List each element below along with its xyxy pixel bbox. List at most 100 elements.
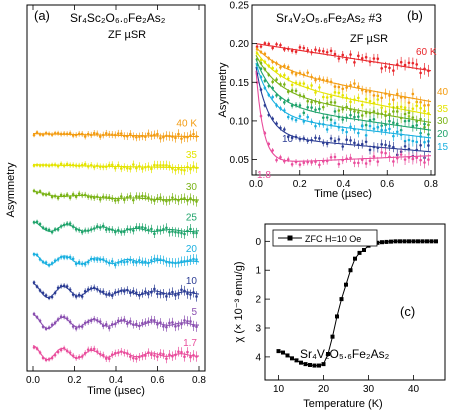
- panel-b-point: [306, 48, 310, 52]
- panel-a-point: [62, 284, 66, 287]
- panel-a-point: [123, 165, 126, 169]
- panel-a-point: [162, 258, 165, 262]
- panel-a-point: [195, 258, 198, 261]
- panel-c-point: [429, 239, 434, 244]
- panel-b-point: [259, 75, 263, 79]
- panel-b-point: [368, 111, 372, 115]
- panel-a-point: [123, 230, 126, 234]
- panel-b-point: [259, 88, 263, 91]
- panel-a-point: [38, 222, 42, 226]
- panel-b-point: [388, 155, 391, 159]
- panel-a-point: [65, 222, 69, 225]
- panel-b-point: [325, 159, 329, 163]
- panel-b-point: [294, 81, 298, 85]
- panel-a-point: [113, 133, 117, 137]
- panel-c-y-tick-label: 3: [255, 324, 261, 335]
- panel-b-series-label: 20: [437, 129, 449, 140]
- panel-a-point: [186, 199, 189, 202]
- panel-a-point: [119, 195, 123, 198]
- panel-a-point: [98, 226, 102, 229]
- panel-b-point: [419, 158, 422, 162]
- panel-b-point: [384, 114, 387, 118]
- panel-a-point: [177, 199, 180, 202]
- panel-a-point: [147, 261, 150, 265]
- panel-a-point: [74, 295, 78, 298]
- panel-c-point: [317, 363, 321, 368]
- panel-a-point: [35, 315, 39, 319]
- panel-a-point: [41, 325, 45, 329]
- panel-b-label: (b): [407, 8, 423, 23]
- panel-a-point: [189, 134, 192, 137]
- panel-a-point: [35, 285, 39, 288]
- panel-b-point: [263, 60, 267, 64]
- panel-a-point: [77, 192, 81, 195]
- panel-b-point: [314, 100, 317, 103]
- panel-a-point: [168, 198, 171, 202]
- panel-c-point: [299, 360, 303, 365]
- panel-b-point: [392, 98, 395, 101]
- panel-a-point: [116, 319, 120, 322]
- panel-a-point: [89, 195, 93, 199]
- panel-a-series: 40 K 35 30 25 20 10 5 1.7: [32, 119, 200, 364]
- panel-a-point: [177, 231, 180, 234]
- panel-b-ylabel: Asymmetry: [217, 62, 229, 118]
- panel-a-point: [123, 198, 126, 202]
- panel-b-point: [345, 58, 348, 61]
- panel-a-point: [141, 194, 144, 198]
- panel-a-point: [95, 350, 99, 353]
- panel-a-point: [32, 253, 36, 256]
- panel-b-point: [399, 153, 403, 156]
- panel-b-point: [368, 118, 372, 122]
- panel-a-point: [153, 232, 156, 236]
- panel-a-point: [180, 137, 183, 140]
- panel-b-point: [337, 109, 341, 112]
- panel-b-point: [271, 66, 274, 70]
- panel-a-point: [123, 134, 126, 138]
- panel-b-point: [341, 128, 345, 132]
- panel-b-point: [364, 97, 368, 101]
- panel-a-point: [32, 164, 36, 167]
- panel-b-point: [388, 127, 391, 131]
- panel-a-point: [86, 260, 90, 264]
- panel-b-point: [298, 163, 302, 166]
- panel-a-point: [77, 132, 81, 136]
- panel-b-y-tick-label: 0.20: [230, 39, 250, 50]
- panel-a-point: [44, 294, 48, 297]
- panel-b-point: [395, 63, 399, 66]
- panel-b-point: [364, 134, 368, 137]
- panel-b-point: [267, 73, 271, 77]
- panel-a-point: [116, 261, 120, 264]
- panel-b-point: [427, 103, 430, 107]
- panel-c-point: [330, 334, 335, 339]
- panel-b-point: [364, 162, 368, 165]
- panel-a-point: [80, 163, 84, 167]
- panel-b-point: [329, 137, 333, 140]
- panel-a-point: [189, 355, 192, 359]
- panel-a-point: [83, 193, 87, 197]
- panel-c-point: [344, 282, 348, 287]
- panel-b-point: [380, 151, 383, 154]
- panel-b-point: [306, 160, 310, 164]
- panel-a-point: [141, 354, 144, 358]
- panel-a-point: [165, 260, 168, 264]
- panel-a-point: [129, 291, 132, 295]
- panel-a-point: [153, 133, 156, 137]
- panel-a-point: [186, 165, 189, 169]
- panel-b-point: [357, 54, 360, 58]
- panel-b-point: [337, 91, 341, 95]
- panel-a-point: [53, 228, 57, 231]
- panel-a-point: [83, 289, 87, 293]
- panel-b-point: [341, 158, 345, 162]
- panel-a-point: [41, 164, 45, 167]
- panel-b-point: [349, 125, 352, 129]
- panel-a-point: [68, 351, 72, 354]
- panel-b-point: [403, 144, 407, 148]
- panel-c-point: [389, 239, 393, 244]
- panel-b-point: [423, 140, 426, 144]
- panel-a-point: [47, 192, 51, 195]
- panel-b-point: [353, 161, 356, 165]
- panel-a-point: [59, 132, 63, 136]
- panel-b-point: [341, 145, 345, 148]
- panel-a-point: [186, 292, 189, 296]
